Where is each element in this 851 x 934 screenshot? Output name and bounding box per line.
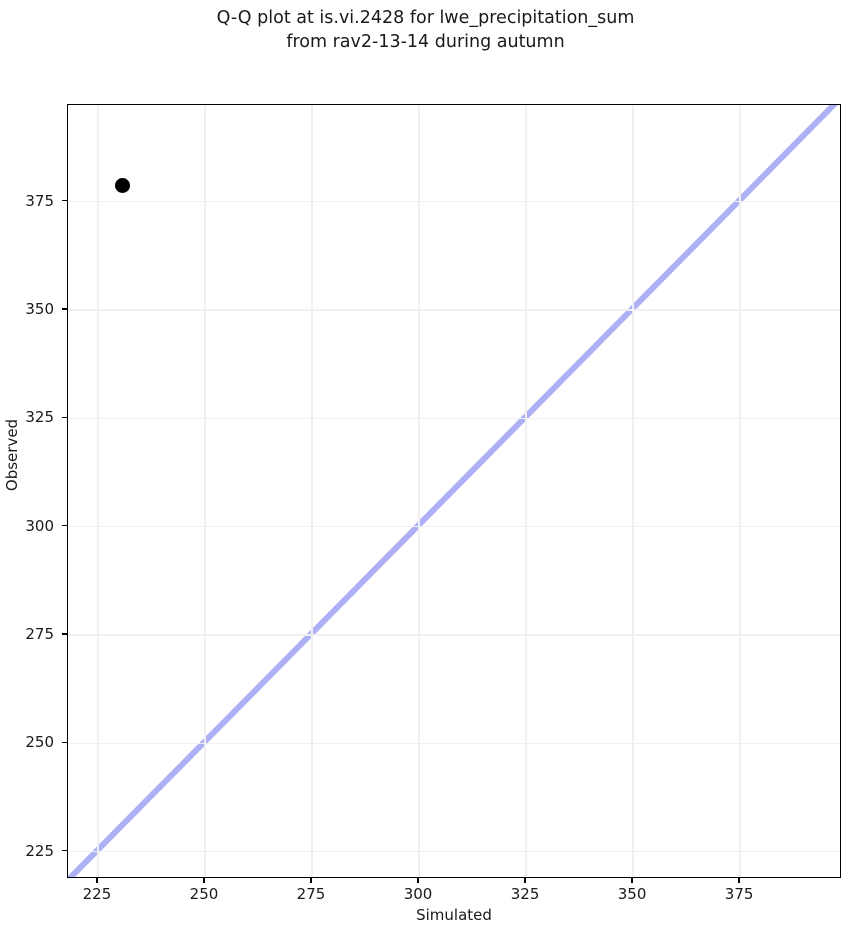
y-axis-tick: [62, 308, 67, 310]
plot-area: [67, 104, 841, 878]
x-axis-label: Simulated: [416, 906, 492, 924]
y-axis-tick: [62, 850, 67, 852]
y-axis-tick-label: 325: [25, 408, 54, 427]
x-axis-tick-label: 250: [189, 885, 219, 903]
y-axis-tick: [62, 525, 67, 527]
y-axis-tick-label: 275: [25, 625, 54, 643]
y-axis-tick-label: 225: [25, 841, 54, 860]
y-axis-tick-label: 250: [25, 733, 54, 752]
gridline-horizontal: [68, 309, 840, 311]
gridline-vertical: [204, 105, 206, 877]
x-axis-tick: [631, 878, 633, 883]
gridline-horizontal: [68, 742, 840, 745]
y-axis-tick: [62, 416, 67, 418]
x-axis-tick: [96, 878, 98, 883]
identity-reference-line: [68, 105, 838, 877]
gridline-vertical: [97, 105, 99, 877]
x-axis-tick-label: 275: [296, 885, 326, 903]
gridline-vertical: [632, 105, 634, 877]
x-axis-tick-label: 350: [617, 885, 647, 903]
gridline-horizontal: [68, 200, 840, 203]
gridline-vertical: [525, 105, 527, 877]
y-axis-tick: [62, 633, 67, 635]
data-point: [115, 178, 131, 194]
gridline-horizontal: [68, 634, 840, 636]
gridline-horizontal: [68, 525, 840, 528]
x-axis-tick: [310, 878, 312, 883]
x-axis-tick: [417, 878, 419, 883]
gridline-vertical: [311, 105, 313, 877]
x-axis-tick-label: 375: [724, 885, 754, 903]
x-axis-tick-label: 325: [510, 885, 540, 903]
gridline-horizontal: [68, 850, 840, 853]
x-axis-tick: [203, 878, 205, 883]
gridline-vertical: [739, 105, 741, 877]
gridline-vertical: [418, 105, 420, 877]
x-axis-tick-label: 300: [403, 885, 433, 903]
y-axis-tick: [62, 199, 67, 202]
gridline-horizontal: [68, 417, 840, 420]
x-axis-tick: [524, 878, 526, 883]
y-axis-tick-label: 300: [25, 516, 54, 535]
page-title: Q-Q plot at is.vi.2428 for lwe_precipita…: [216, 8, 635, 52]
x-axis-tick-label: 225: [82, 885, 112, 903]
y-axis-tick: [62, 741, 67, 743]
y-axis-tick-label: 375: [25, 191, 54, 210]
y-axis-tick-label: 350: [25, 299, 54, 318]
x-axis-tick: [738, 878, 740, 883]
